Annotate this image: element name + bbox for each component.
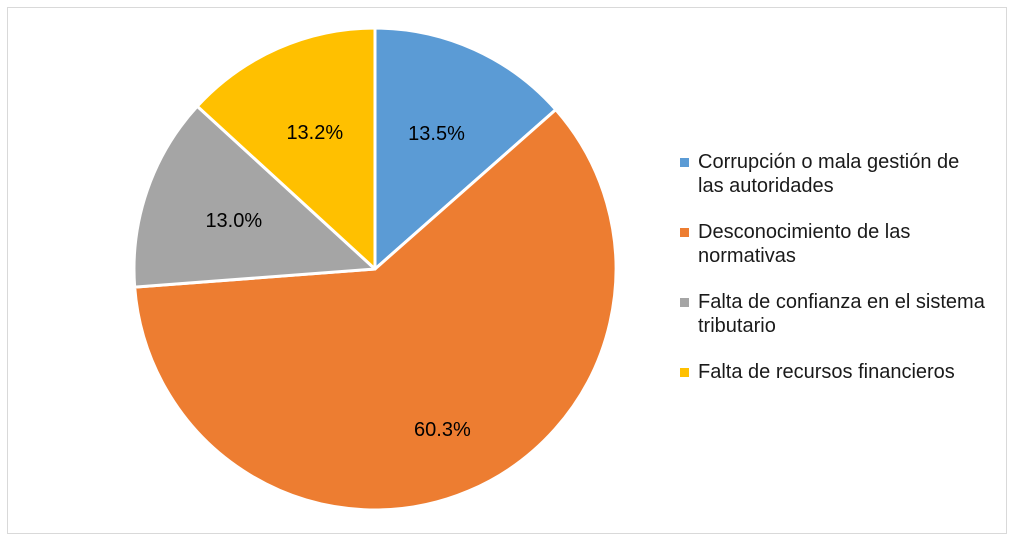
- legend-item-2: Desconocimiento de las normativas: [680, 220, 1010, 268]
- pie-labels: 13.5% 60.3% 13.0% 13.2%: [205, 122, 471, 441]
- legend-label-1: Corrupción o mala gestión de las autorid…: [698, 151, 960, 197]
- slice-label-3: 13.0%: [205, 210, 262, 232]
- pie-slice-4: [195, 26, 377, 271]
- pie-slice-3: [132, 104, 377, 289]
- legend-label-4: Falta de recursos financieros: [698, 361, 955, 383]
- pie-slice-2: [133, 108, 618, 512]
- legend-label-2: Desconocimiento de las normativas: [698, 221, 911, 267]
- legend-swatch-4: [680, 368, 689, 377]
- pie-slices: [132, 26, 618, 512]
- legend-swatch-1: [680, 158, 689, 167]
- legend-item-1: Corrupción o mala gestión de las autorid…: [680, 150, 1010, 198]
- legend-item-3: Falta de confianza en el sistema tributa…: [680, 290, 1010, 338]
- slice-label-4: 13.2%: [286, 122, 343, 144]
- slice-label-2: 60.3%: [414, 419, 471, 441]
- legend-label-3: Falta de confianza en el sistema tributa…: [698, 291, 985, 337]
- legend-swatch-3: [680, 298, 689, 307]
- pie-slice-1: [373, 26, 558, 271]
- legend-item-4: Falta de recursos financieros: [680, 360, 1010, 384]
- legend-swatch-2: [680, 228, 689, 237]
- slice-label-1: 13.5%: [408, 123, 465, 145]
- legend: Corrupción o mala gestión de las autorid…: [680, 150, 1010, 406]
